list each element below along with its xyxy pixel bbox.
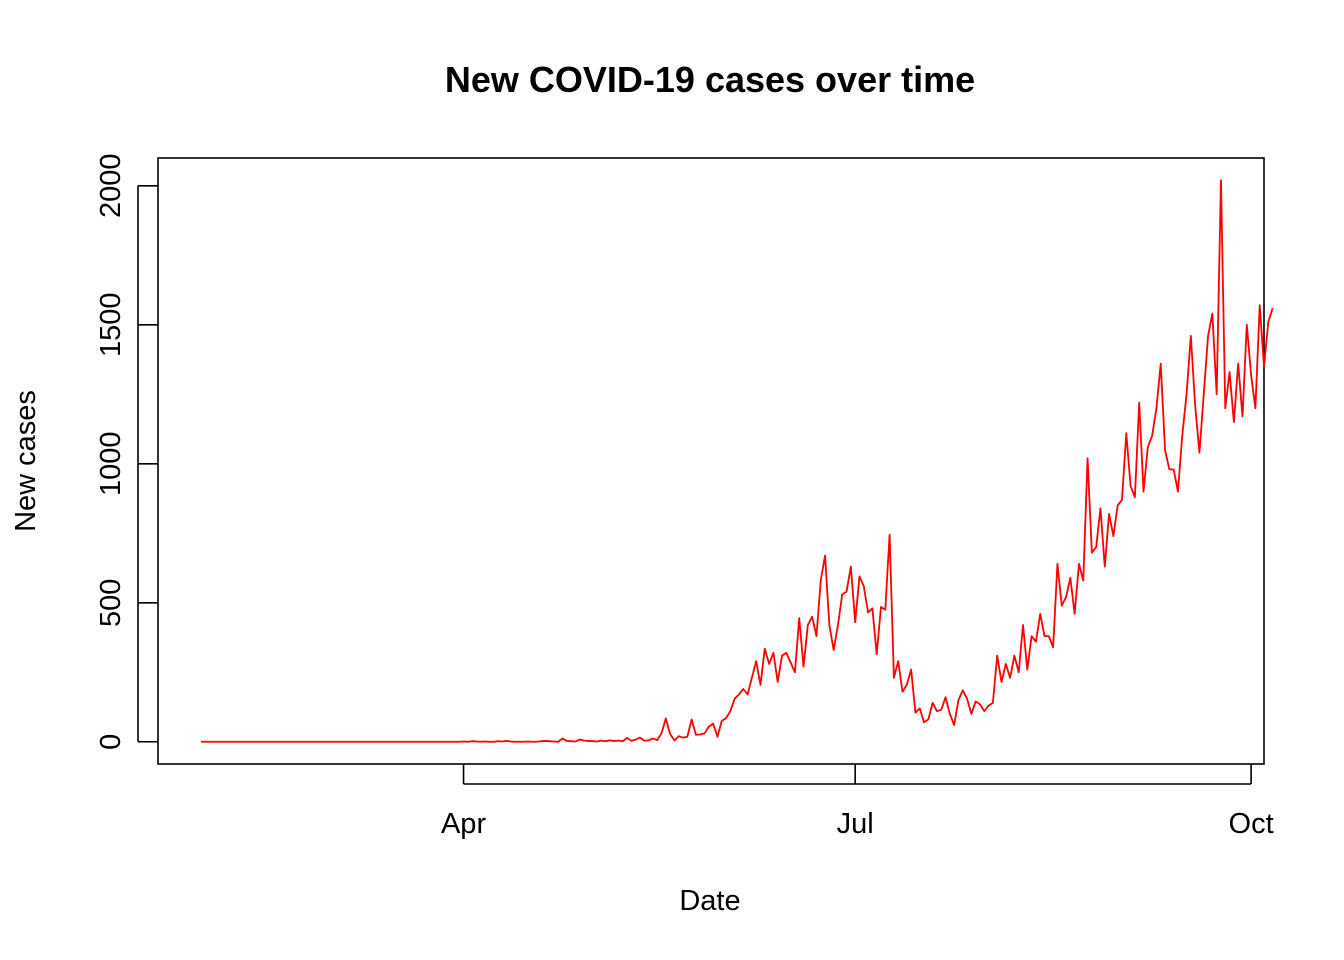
plot-frame: [157, 157, 1265, 765]
y-axis: 0 500 1000 1500 2000: [95, 154, 158, 750]
x-tick-label: Jul: [837, 808, 874, 840]
x-axis: Apr Jul Oct: [441, 764, 1274, 840]
y-tick-label: 500: [95, 579, 127, 627]
x-axis-label: Date: [679, 885, 740, 917]
new-cases-line: [201, 179, 1274, 743]
y-tick-label: 0: [95, 734, 127, 750]
y-tick-label: 1500: [95, 293, 127, 358]
x-tick-label: Oct: [1229, 808, 1274, 840]
y-tick-label: 2000: [95, 154, 127, 219]
x-tick-label: Apr: [441, 808, 486, 840]
chart-title: New COVID-19 cases over time: [445, 59, 975, 100]
y-axis-label: New cases: [10, 390, 42, 532]
y-tick-label: 1000: [95, 432, 127, 497]
